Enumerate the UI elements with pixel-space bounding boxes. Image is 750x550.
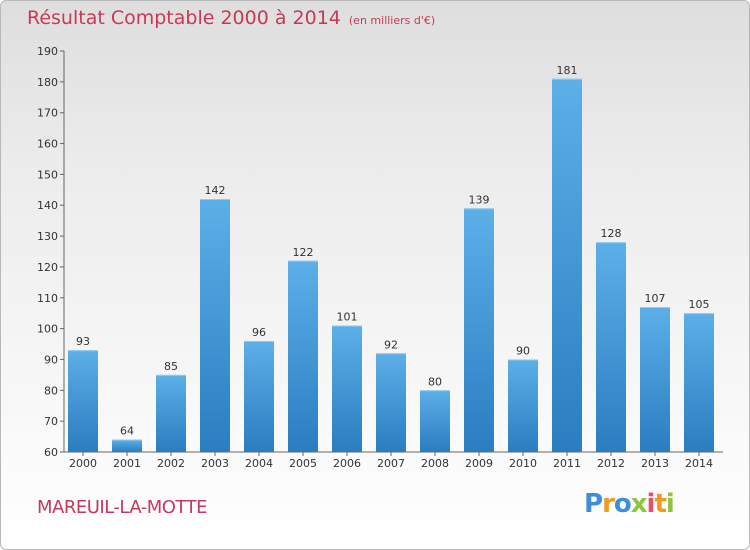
chart-title-text: Résultat Comptable 2000 à 2014 — [27, 7, 341, 29]
x-tick-label: 2014 — [685, 457, 713, 470]
bar-value-label: 128 — [601, 227, 622, 240]
y-tick-label: 90 — [44, 353, 58, 366]
x-tick-label: 2008 — [421, 457, 449, 470]
x-tick-label: 2012 — [597, 457, 625, 470]
x-tick-label: 2013 — [641, 457, 669, 470]
y-tick-label: 190 — [37, 45, 58, 58]
bar-2006 — [332, 325, 362, 452]
y-tick-label: 180 — [37, 76, 58, 89]
y-tick-label: 100 — [37, 323, 58, 336]
bar-value-label: 64 — [120, 425, 134, 438]
y-tick-label: 140 — [37, 199, 58, 212]
x-tick-label: 2004 — [245, 457, 273, 470]
logo-letter: o — [613, 489, 632, 519]
bar-value-label: 122 — [293, 246, 314, 259]
chart-subtitle: (en milliers d'€) — [348, 14, 436, 27]
bar-2000 — [68, 350, 98, 452]
bar-value-label: 92 — [384, 338, 398, 351]
x-tick-label: 2007 — [377, 457, 405, 470]
x-tick-label: 2001 — [113, 457, 141, 470]
bar-value-label: 85 — [164, 360, 178, 373]
x-tick-label: 2002 — [157, 457, 185, 470]
bar-value-label: 80 — [428, 375, 442, 388]
bar-2002 — [156, 374, 186, 452]
bar-value-label: 107 — [645, 292, 666, 305]
bar-value-label: 142 — [205, 184, 226, 197]
y-tick-label: 170 — [37, 107, 58, 120]
bar-2007 — [376, 353, 406, 452]
y-tick-label: 120 — [37, 261, 58, 274]
y-tick-label: 80 — [44, 384, 58, 397]
logo-letter: i — [646, 489, 656, 519]
bar-value-label: 181 — [557, 64, 578, 77]
logo-letter: t — [654, 489, 666, 519]
x-tick-label: 2011 — [553, 457, 581, 470]
x-tick-label: 2000 — [69, 457, 97, 470]
chart-title: Résultat Comptable 2000 à 2014 (en millie… — [27, 7, 435, 29]
bar-2004 — [244, 340, 274, 452]
bar-2011 — [552, 78, 582, 452]
bar-value-label: 96 — [252, 326, 266, 339]
bar-value-label: 101 — [337, 311, 358, 324]
y-tick-label: 130 — [37, 230, 58, 243]
x-tick-label: 2006 — [333, 457, 361, 470]
logo-letter: r — [602, 489, 615, 519]
y-tick-label: 70 — [44, 415, 58, 428]
bar-2005 — [288, 260, 318, 452]
bar-value-label: 105 — [689, 298, 710, 311]
proxiti-logo: Proxiti — [584, 489, 675, 519]
bar-2008 — [420, 390, 450, 452]
bar-value-label: 93 — [76, 335, 90, 348]
y-tick-label: 160 — [37, 138, 58, 151]
x-tick-label: 2005 — [289, 457, 317, 470]
bar-2012 — [596, 242, 626, 452]
bar-value-label: 139 — [469, 193, 490, 206]
logo-letter: x — [630, 489, 648, 519]
y-tick-label: 150 — [37, 168, 58, 181]
x-tick-label: 2003 — [201, 457, 229, 470]
logo-letter: P — [584, 489, 603, 519]
bar-2013 — [640, 307, 670, 452]
bar-2001 — [112, 439, 142, 452]
y-tick-label: 110 — [37, 292, 58, 305]
bar-2003 — [200, 199, 230, 452]
commune-name: MAREUIL-LA-MOTTE — [37, 497, 208, 518]
x-tick-label: 2009 — [465, 457, 493, 470]
bar-2014 — [684, 313, 714, 452]
chart-bars: 93 64 85 142 96 122 101 92 80 139 90 181 128 107 105 — [68, 64, 714, 452]
bar-value-label: 90 — [516, 344, 530, 357]
logo-letter: i — [665, 489, 675, 519]
bar-2009 — [464, 208, 494, 452]
x-tick-label: 2010 — [509, 457, 537, 470]
bar-2010 — [508, 359, 538, 452]
y-tick-label: 60 — [44, 446, 58, 459]
